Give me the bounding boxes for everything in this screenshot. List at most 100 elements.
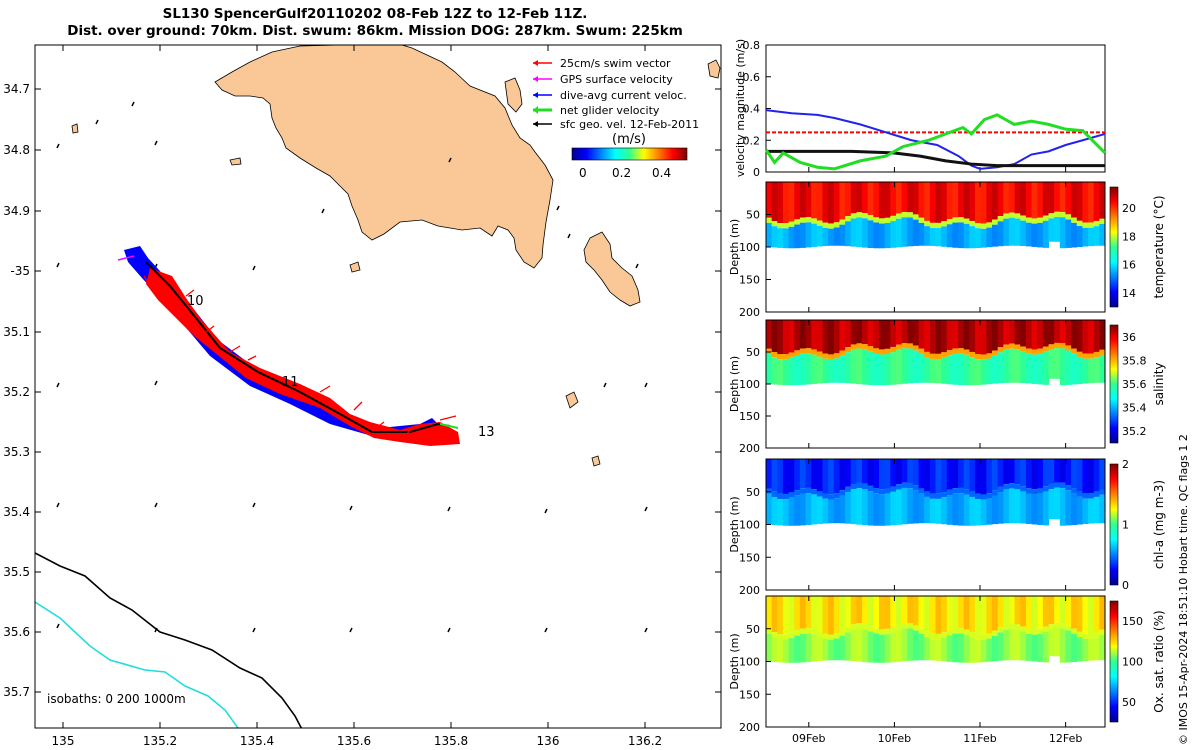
heatmap-cell (1037, 633, 1044, 662)
heatmap-cell (771, 632, 778, 638)
heatmap-cell (873, 217, 880, 223)
heatmap-cell (890, 596, 897, 627)
heatmap-cell (833, 358, 841, 383)
heatmap-cell (1071, 633, 1078, 662)
heatmap-cell (912, 459, 920, 486)
heatmap-cell (833, 182, 841, 223)
heatmap-cell (952, 353, 959, 385)
heatmap-cell (1076, 491, 1083, 497)
heatmap-cell (912, 625, 920, 631)
heatmap-cell (895, 182, 903, 214)
heatmap-cell (879, 629, 886, 635)
heatmap-cell (997, 627, 1004, 633)
heatmap-cell (873, 493, 880, 526)
heatmap-cell (828, 639, 835, 661)
lon-tick-label: 136 (537, 734, 560, 748)
heatmap-cell (1065, 485, 1072, 491)
heatmap-cell (811, 629, 818, 635)
heatmap-cell (1025, 348, 1033, 354)
y-tick-label: 50 (746, 346, 760, 359)
heatmap-cell (958, 487, 965, 494)
heatmap-cell (963, 629, 970, 635)
heatmap-cell (1008, 348, 1016, 383)
heatmap-cell (1088, 320, 1095, 354)
heatmap-cell (1025, 488, 1033, 494)
heatmap-cell (884, 488, 891, 494)
heatmap-cell (1076, 220, 1083, 227)
heatmap-cell (935, 596, 942, 634)
heatmap-cell (963, 223, 970, 249)
heatmap-cell (1048, 483, 1055, 490)
heatmap-cell (986, 222, 993, 228)
heatmap-cell (788, 632, 795, 638)
heatmap-cell (941, 352, 948, 358)
heatmap-cell (794, 596, 801, 631)
heatmap-cell (1099, 629, 1105, 636)
heatmap-cell (856, 459, 863, 483)
heatmap-cell (873, 633, 880, 663)
heatmap-cell (828, 459, 835, 495)
speed-colorbar (571, 147, 688, 161)
heatmap-cell (963, 349, 970, 355)
heatmap-cell (1082, 596, 1089, 634)
heatmap-cell (1082, 222, 1089, 228)
heatmap-cell (941, 320, 948, 353)
heatmap-cell (782, 596, 790, 635)
heatmap-cell (890, 491, 897, 526)
colorbar-tick-label: 14 (1122, 287, 1136, 300)
heatmap-cell (929, 633, 937, 640)
heatmap-cell (929, 182, 937, 223)
heatmap-cell (1065, 182, 1072, 215)
heatmap-cell (884, 353, 891, 386)
heatmap-cell (833, 596, 841, 634)
heatmap-cell (1065, 490, 1072, 526)
heatmap-cell (924, 357, 931, 383)
heatmap-cell (992, 630, 999, 636)
heatmap-cell (907, 482, 914, 489)
heatmap-cell (958, 628, 965, 634)
heatmap-cell (856, 488, 863, 525)
heatmap-cell (845, 492, 852, 524)
heatmap-cell (811, 320, 818, 350)
section-axes-frame (765, 458, 1106, 591)
heatmap-cell (941, 221, 948, 227)
heatmap-cell (1008, 320, 1016, 344)
sfc-geo-vector (56, 143, 60, 149)
heatmap-cell (1031, 349, 1038, 355)
heatmap-cell (777, 182, 784, 224)
heatmap-cell (833, 227, 841, 246)
heatmap-cell (822, 222, 829, 228)
heatmap-cell (935, 633, 942, 640)
heatmap-cell (912, 345, 920, 351)
title-line-2: Dist. over ground: 70km. Dist. swum: 86k… (67, 23, 683, 39)
heatmap-cell (777, 228, 784, 248)
heatmap-cell (1031, 354, 1038, 384)
heatmap-cell (1025, 320, 1033, 349)
heatmap-cell (1014, 349, 1021, 383)
heatmap-cell (816, 351, 824, 357)
heatmap-cell (980, 354, 987, 360)
heatmap-cell (975, 228, 982, 249)
heatmap-cell (1008, 483, 1016, 489)
heatmap-cell (833, 459, 841, 494)
colorbar-tick: 0.2 (612, 166, 631, 180)
heatmap-cell (912, 214, 920, 220)
heatmap-cell (952, 222, 959, 248)
heatmap-cell (867, 485, 874, 492)
heatmap-cell (912, 219, 920, 246)
heatmap-cell (856, 343, 863, 349)
y-axis-label: Depth (m) (728, 219, 741, 275)
heatmap-cell (822, 459, 829, 494)
velocity-axes-frame (765, 44, 1106, 173)
heatmap-cell (1099, 349, 1105, 355)
heatmap-cell (839, 630, 846, 636)
heatmap-cell (924, 596, 931, 632)
heatmap-cell (1048, 213, 1055, 219)
heatmap-cell (1020, 486, 1027, 492)
heatmap-cell (1071, 217, 1078, 223)
heatmap-cell (1099, 320, 1105, 350)
heatmap-cell (992, 495, 999, 525)
heatmap-cell (929, 353, 937, 359)
heatmap-cell (1037, 222, 1044, 248)
swim-arrow (247, 355, 257, 361)
